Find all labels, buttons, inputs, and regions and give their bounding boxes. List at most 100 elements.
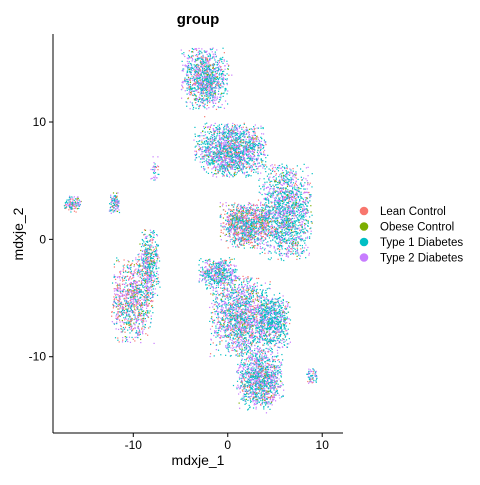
- data-point: [195, 65, 198, 68]
- data-point: [275, 231, 277, 233]
- data-point: [281, 218, 283, 221]
- data-point: [259, 253, 261, 255]
- data-point: [282, 191, 285, 194]
- data-point: [248, 131, 251, 134]
- data-point: [216, 76, 218, 78]
- data-point: [265, 230, 267, 232]
- data-point: [296, 211, 298, 213]
- data-point: [227, 137, 229, 139]
- data-point: [282, 245, 284, 247]
- data-point: [227, 228, 230, 230]
- data-point: [201, 81, 203, 83]
- data-point: [293, 205, 295, 207]
- data-point: [232, 143, 234, 145]
- data-point: [279, 212, 281, 214]
- data-point: [277, 187, 279, 190]
- data-point: [217, 81, 219, 83]
- data-point: [263, 227, 266, 229]
- data-point: [220, 142, 222, 144]
- data-point: [226, 136, 228, 138]
- data-point: [243, 149, 245, 151]
- data-point: [282, 196, 284, 198]
- data-point: [284, 193, 286, 195]
- data-point: [228, 158, 230, 160]
- data-point: [285, 253, 288, 255]
- data-point: [222, 161, 225, 163]
- data-point: [238, 156, 240, 158]
- data-point: [268, 168, 270, 170]
- data-point: [214, 138, 216, 140]
- data-point: [299, 208, 302, 211]
- data-point: [257, 234, 260, 236]
- data-point: [251, 165, 253, 167]
- data-point: [284, 248, 286, 250]
- data-point: [280, 225, 282, 227]
- data-point: [202, 156, 204, 158]
- data-point: [273, 245, 275, 248]
- data-point: [287, 234, 290, 236]
- data-point: [255, 210, 257, 212]
- data-point: [278, 222, 281, 224]
- data-point: [303, 207, 305, 209]
- data-point: [213, 153, 215, 155]
- data-point: [275, 238, 278, 240]
- data-point: [280, 167, 282, 169]
- data-point: [286, 172, 288, 175]
- data-point: [232, 168, 234, 170]
- data-point: [246, 174, 249, 176]
- data-point: [290, 235, 292, 237]
- data-point: [286, 202, 288, 204]
- data-point: [245, 214, 247, 216]
- data-point: [203, 158, 205, 160]
- data-point: [204, 123, 206, 125]
- data-point: [240, 151, 243, 153]
- data-point: [262, 223, 264, 225]
- data-point: [238, 143, 240, 145]
- data-point: [194, 98, 196, 100]
- data-point: [285, 190, 287, 192]
- data-point: [207, 87, 209, 89]
- data-point: [210, 124, 213, 126]
- data-point: [305, 257, 307, 259]
- data-point: [260, 143, 262, 146]
- data-point: [288, 206, 291, 208]
- data-point: [199, 69, 201, 71]
- data-point: [233, 160, 235, 162]
- data-point: [266, 198, 268, 200]
- data-point: [240, 143, 242, 145]
- data-point: [223, 127, 225, 129]
- data-point: [203, 140, 206, 143]
- data-point: [306, 205, 309, 207]
- data-point: [191, 75, 193, 77]
- data-point: [272, 211, 274, 213]
- data-point: [242, 238, 245, 240]
- data-point: [265, 229, 267, 231]
- data-point: [240, 159, 242, 161]
- data-point: [245, 174, 247, 177]
- data-point: [292, 178, 294, 180]
- data-point: [237, 207, 239, 209]
- data-point: [189, 84, 191, 86]
- data-point: [274, 205, 277, 207]
- data-point: [298, 233, 300, 235]
- data-point: [224, 136, 226, 138]
- data-point: [226, 82, 228, 85]
- data-point: [273, 213, 275, 215]
- data-point: [258, 222, 260, 224]
- data-point: [279, 191, 281, 193]
- data-point: [221, 147, 223, 149]
- data-point: [194, 48, 196, 51]
- data-point: [243, 146, 245, 148]
- data-point: [233, 147, 235, 149]
- data-point: [265, 161, 267, 163]
- data-point: [233, 153, 236, 155]
- data-point: [304, 192, 306, 194]
- data-point: [286, 211, 288, 214]
- data-point: [299, 232, 302, 234]
- data-point: [230, 155, 232, 157]
- data-point: [247, 162, 249, 164]
- data-point: [207, 92, 210, 94]
- data-point: [230, 162, 232, 164]
- data-point: [287, 248, 289, 250]
- data-point: [283, 223, 285, 225]
